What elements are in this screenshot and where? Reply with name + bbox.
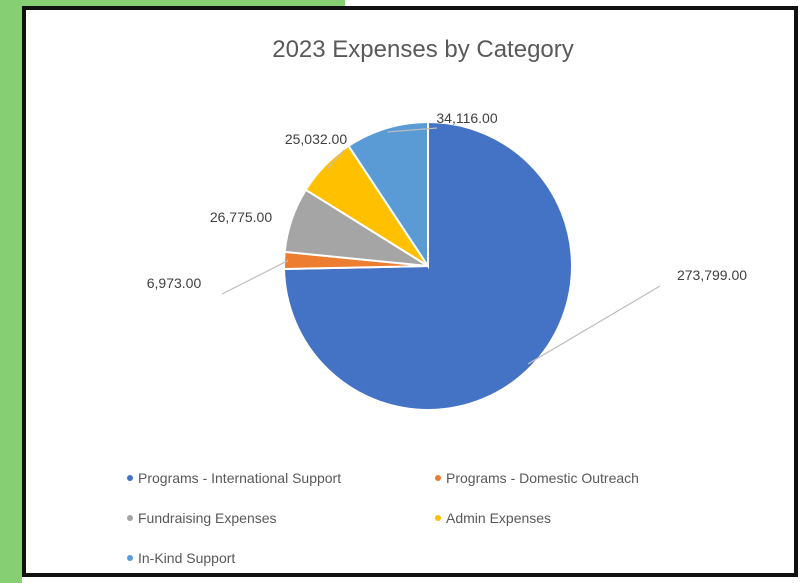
legend-label: Fundraising Expenses: [138, 510, 277, 526]
data-label-programs-domestic-outreach: 6,973.00: [147, 275, 202, 291]
legend-item-admin-expenses: Admin Expenses: [435, 510, 551, 526]
pie-chart: 2023 Expenses by Category 273,799.00 6,97…: [127, 36, 747, 566]
legend-marker: [435, 515, 441, 521]
legend-marker: [127, 475, 133, 481]
legend-label: Admin Expenses: [446, 510, 551, 526]
data-label-in-kind-support: 34,116.00: [436, 110, 497, 126]
data-label-programs-international-support: 273,799.00: [677, 267, 747, 283]
legend-marker: [127, 515, 133, 521]
legend-item-programs-international-support: Programs - International Support: [127, 470, 341, 486]
legend-item-in-kind-support: In-Kind Support: [127, 550, 235, 566]
leader-line-programs-domestic-outreach: [221, 260, 289, 295]
pie-slice-in-kind-support: [347, 120, 429, 270]
leader-line-in-kind-support: [387, 127, 438, 133]
data-label-fundraising-expenses: 26,775.00: [210, 209, 272, 225]
chart-title: 2023 Expenses by Category: [272, 36, 574, 63]
leader-line-admin-expenses: [327, 149, 345, 169]
data-label-admin-expenses: 25,032.00: [285, 131, 347, 147]
legend-label: Programs - Domestic Outreach: [446, 470, 639, 486]
legend-label: In-Kind Support: [138, 550, 235, 566]
legend-marker: [435, 475, 441, 481]
legend-item-programs-domestic-outreach: Programs - Domestic Outreach: [435, 470, 639, 486]
green-background-top: [0, 0, 345, 8]
green-background-strip: [0, 0, 22, 583]
legend-marker: [127, 555, 133, 561]
leader-line-programs-international-support: [527, 285, 661, 365]
legend-label: Programs - International Support: [138, 470, 341, 486]
chart-frame: 2023 Expenses by Category 273,799.00 6,97…: [22, 6, 798, 577]
legend-item-fundraising-expenses: Fundraising Expenses: [127, 510, 277, 526]
